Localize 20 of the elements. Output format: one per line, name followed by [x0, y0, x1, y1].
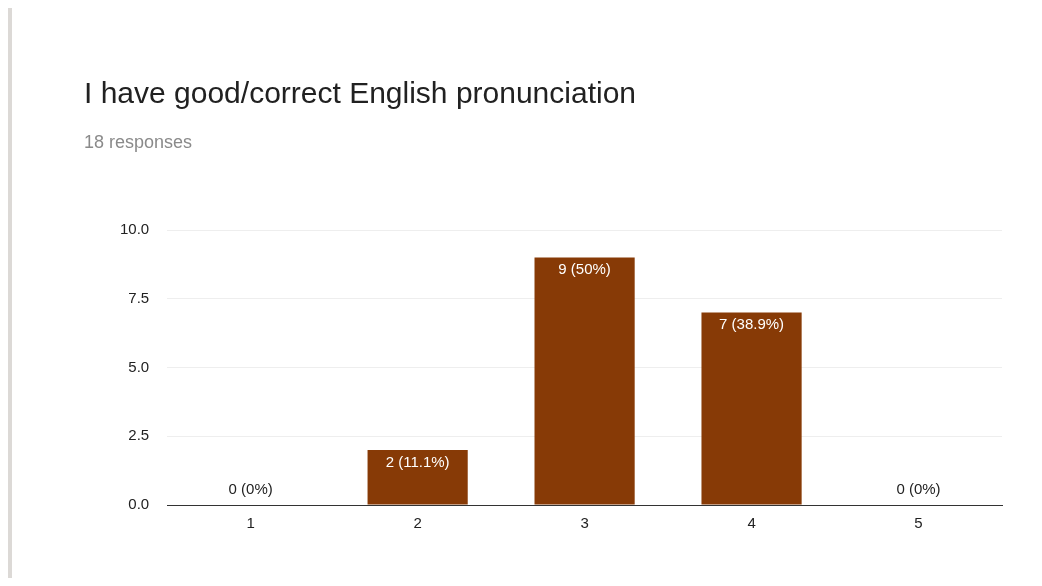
data-label: 2 (11.1%) [385, 452, 450, 470]
chart-subtitle: 18 responses [84, 132, 193, 153]
data-label: 9 (50%) [558, 260, 611, 278]
data-label: 7 (38.9%) [719, 315, 785, 333]
data-label: 0 (0%) [228, 479, 273, 497]
chart-title: I have good/correct English pronunciation [84, 76, 637, 110]
x-tick-label: 4 [747, 514, 756, 532]
y-tick-label: 7.5 [128, 288, 150, 306]
bar [534, 257, 635, 505]
x-tick-label: 3 [580, 514, 589, 532]
x-tick-label: 1 [246, 514, 255, 532]
bar [701, 312, 802, 505]
bar [367, 450, 468, 505]
y-tick-label: 2.5 [128, 426, 150, 444]
y-tick-label: 5.0 [128, 357, 150, 375]
x-tick-label: 5 [914, 514, 923, 532]
y-tick-label: 0.0 [128, 495, 150, 513]
y-tick-label: 10.0 [119, 220, 150, 238]
data-label: 0 (0%) [896, 479, 941, 497]
x-tick-label: 2 [413, 514, 422, 532]
